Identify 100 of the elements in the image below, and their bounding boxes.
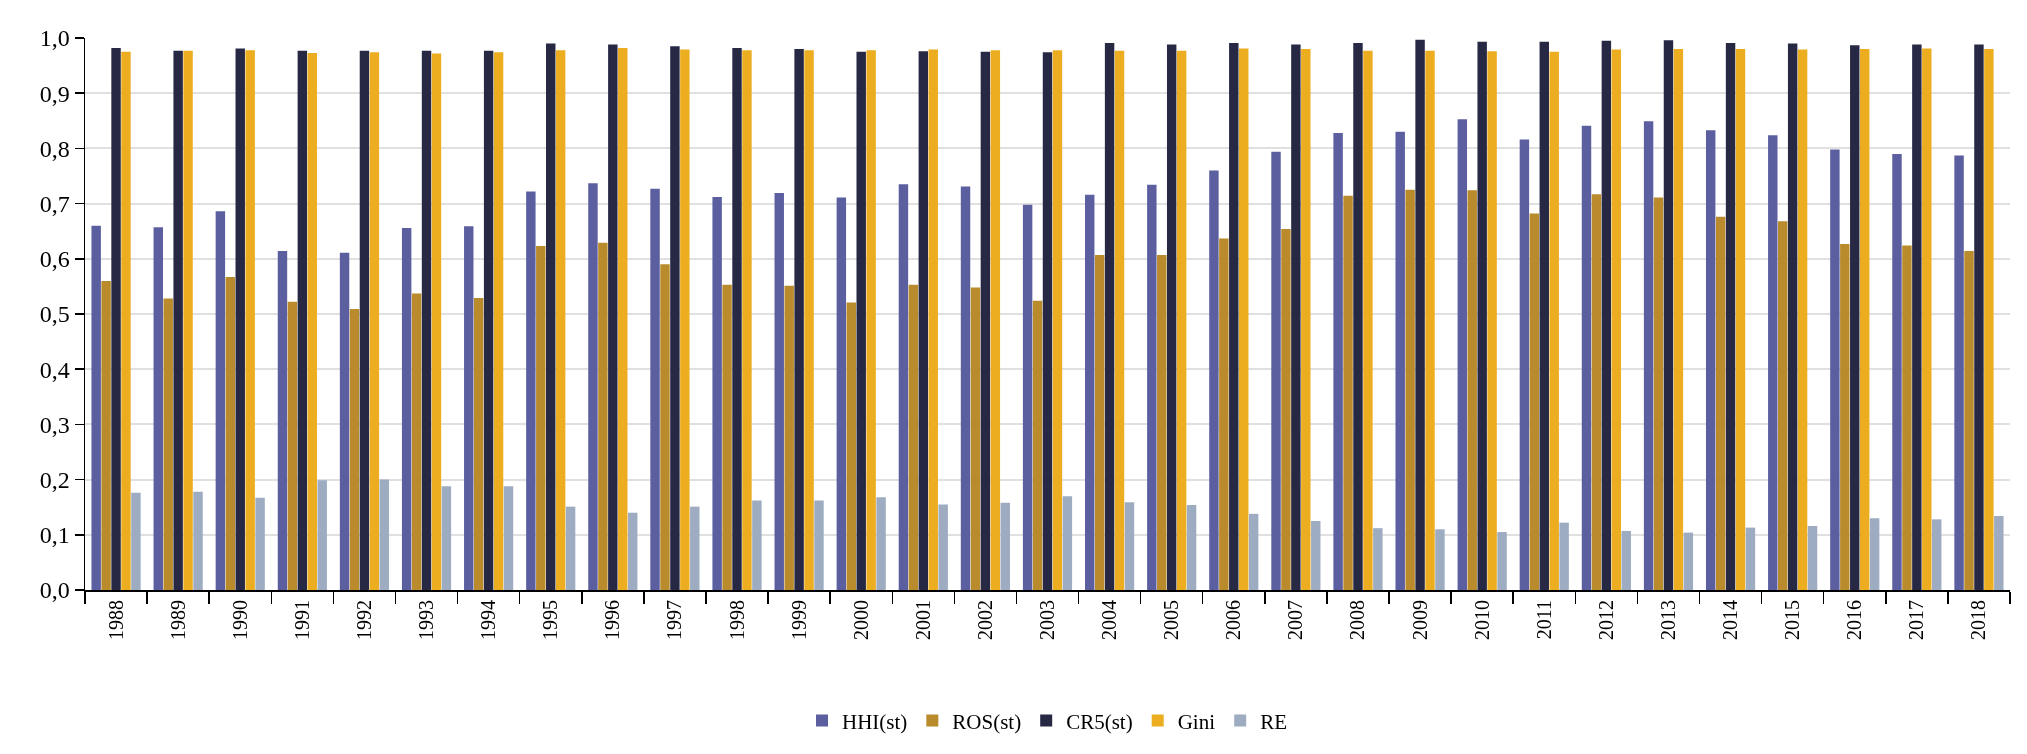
bar: [1032, 300, 1043, 590]
bar: [598, 242, 608, 590]
bar: [960, 186, 971, 590]
bar: [1830, 149, 1840, 590]
bar: [627, 512, 638, 590]
bar: [1725, 42, 1736, 590]
bar: [1787, 43, 1798, 590]
x-tick-label: 2005: [1160, 600, 1183, 640]
x-tick-label: 2000: [849, 600, 872, 640]
bar: [588, 183, 598, 590]
bar: [1643, 121, 1654, 590]
bar: [153, 227, 163, 590]
x-tick-label: 2007: [1284, 600, 1307, 640]
bar: [938, 504, 948, 590]
bar: [1519, 139, 1530, 590]
bar: [359, 50, 370, 590]
bar: [277, 251, 288, 590]
bar: [1343, 195, 1353, 590]
bar: [1209, 170, 1219, 590]
bar: [1663, 40, 1674, 590]
bar: [431, 53, 442, 590]
x-tick-label: 1993: [415, 600, 438, 640]
bar: [1457, 119, 1468, 590]
bar: [91, 225, 101, 590]
y-tick-label: 0,5: [39, 301, 70, 328]
x-tick-label: 2004: [1098, 600, 1121, 640]
bar: [1705, 130, 1716, 590]
bar: [255, 497, 265, 590]
bar: [752, 500, 762, 590]
bar: [918, 51, 929, 590]
bar: [1902, 245, 1912, 590]
bar: [1333, 132, 1343, 590]
bar: [670, 46, 680, 590]
y-tick-label: 0,0: [39, 577, 70, 604]
bar: [970, 287, 981, 590]
x-tick-label: 1996: [601, 600, 624, 640]
x-tick-label: 2012: [1594, 600, 1617, 640]
x-tick-label: 2015: [1781, 600, 1804, 640]
y-tick-label: 0,8: [39, 135, 70, 162]
bar: [928, 49, 938, 590]
bar: [1673, 49, 1684, 590]
x-tick-label: 2008: [1346, 600, 1369, 640]
x-tick-label: 2016: [1843, 600, 1866, 640]
bar: [1281, 228, 1291, 590]
x-tick-label: 2011: [1532, 600, 1555, 640]
bar: [794, 49, 804, 590]
bar: [1000, 502, 1010, 590]
bar: [245, 50, 255, 590]
bar: [1912, 44, 1922, 590]
x-tick-label: 2017: [1905, 600, 1928, 640]
y-tick-label: 1,0: [39, 25, 70, 52]
x-tick-label: 2013: [1656, 600, 1679, 640]
bar: [1157, 254, 1167, 590]
bar: [546, 43, 556, 590]
x-tick-label: 1995: [539, 600, 562, 640]
bar: [846, 302, 856, 590]
bar: [1621, 530, 1631, 590]
bar: [1932, 519, 1942, 590]
bar: [493, 52, 504, 590]
bar: [1601, 40, 1612, 590]
bar: [1104, 42, 1115, 590]
bar: [1581, 125, 1592, 590]
bar: [1859, 49, 1870, 590]
x-tick-label: 1991: [290, 600, 313, 640]
bar: [1147, 184, 1157, 590]
bar: [536, 246, 546, 590]
bar: [555, 50, 566, 590]
bar: [1405, 189, 1415, 590]
x-tick-label: 2010: [1470, 600, 1493, 640]
bar: [1954, 155, 1964, 590]
bar: [784, 285, 794, 590]
bar: [183, 50, 193, 590]
x-tick-label: 2014: [1719, 600, 1742, 640]
bar: [680, 49, 690, 590]
x-tick-label: 2006: [1222, 600, 1245, 640]
bar: [1425, 50, 1435, 590]
bar: [1229, 42, 1239, 590]
bar: [1248, 513, 1259, 590]
bar: [307, 52, 317, 590]
bar: [1964, 251, 1974, 590]
bar: [131, 492, 141, 590]
bar: [814, 500, 824, 590]
y-tick-label: 0,6: [39, 246, 70, 273]
bar: [297, 50, 308, 590]
bar: [1850, 45, 1860, 590]
y-tick-label: 0,1: [39, 522, 70, 549]
bar: [1984, 49, 1994, 590]
bar: [1497, 532, 1507, 590]
y-tick-label: 0,2: [39, 467, 70, 493]
bar: [980, 51, 991, 590]
bar: [876, 497, 886, 590]
bar: [1114, 50, 1125, 590]
bar: [1062, 496, 1073, 590]
bar: [742, 50, 752, 590]
bar: [1052, 50, 1063, 590]
bar: [1994, 516, 2004, 590]
bar: [908, 284, 919, 590]
bar: [1239, 48, 1249, 590]
bar: [1363, 50, 1373, 590]
bar: [990, 50, 1001, 590]
